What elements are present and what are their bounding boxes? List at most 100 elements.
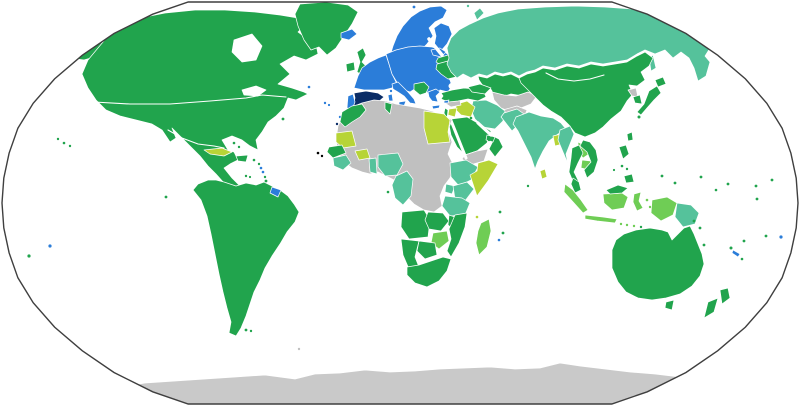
region-pacific-island bbox=[754, 184, 758, 188]
region-novaya-zemlya bbox=[473, 7, 485, 21]
region-ireland bbox=[345, 61, 356, 73]
region-falklands bbox=[244, 328, 248, 332]
region-aleutians bbox=[117, 62, 119, 64]
region-sardinia bbox=[387, 93, 394, 102]
region-cape-verde bbox=[316, 151, 320, 155]
region-franz-josef-land bbox=[466, 4, 470, 8]
region-corsica bbox=[389, 89, 393, 93]
region-sao-tome bbox=[386, 190, 390, 194]
region-japan-honshu bbox=[636, 85, 662, 116]
region-japan-hokkaido bbox=[654, 76, 667, 88]
region-togo-benin bbox=[368, 157, 378, 175]
region-svalbard bbox=[412, 5, 416, 9]
region-indonesia-moluccas bbox=[648, 205, 652, 209]
region-comoros bbox=[475, 215, 479, 219]
region-italy bbox=[391, 81, 417, 105]
region-new-zealand-north bbox=[719, 287, 731, 305]
region-australia bbox=[611, 225, 705, 301]
region-martinique bbox=[261, 170, 265, 174]
region-pacific-island bbox=[699, 175, 703, 179]
region-cyprus bbox=[443, 99, 450, 104]
us-mexico-border bbox=[167, 129, 225, 149]
region-reunion bbox=[497, 238, 501, 242]
region-south-korea bbox=[632, 94, 643, 105]
region-greenland bbox=[294, 2, 359, 56]
region-azores bbox=[327, 103, 331, 107]
region-pacific-island bbox=[742, 239, 746, 243]
region-fiji bbox=[729, 246, 733, 250]
region-lesser-antilles bbox=[257, 162, 261, 166]
region-caucasus bbox=[467, 83, 492, 95]
region-madagascar bbox=[475, 218, 492, 256]
region-central-asia bbox=[491, 91, 538, 113]
region-indonesia-moluccas bbox=[645, 198, 649, 202]
red-sea bbox=[448, 116, 468, 160]
persian-gulf bbox=[476, 121, 493, 137]
region-bermuda bbox=[281, 117, 285, 121]
region-east-timor bbox=[639, 225, 643, 229]
region-indonesia-lesser-sunda bbox=[619, 222, 623, 226]
region-solomon bbox=[698, 226, 702, 230]
region-qatar bbox=[487, 138, 491, 142]
region-cuba bbox=[203, 147, 233, 157]
region-hawaii bbox=[68, 144, 72, 148]
region-botswana bbox=[416, 240, 438, 260]
region-greece bbox=[427, 88, 441, 103]
region-philippines-visayas bbox=[620, 164, 624, 168]
region-angola bbox=[400, 209, 431, 240]
region-guadeloupe bbox=[259, 166, 263, 170]
region-solomon bbox=[692, 219, 696, 223]
region-french-polynesia bbox=[779, 235, 783, 239]
us-canada-border bbox=[93, 94, 287, 105]
region-india bbox=[512, 111, 567, 170]
region-tonga bbox=[740, 257, 744, 261]
region-nigeria bbox=[377, 152, 404, 177]
region-russia bbox=[446, 5, 723, 82]
region-indonesia-sumatra bbox=[563, 183, 589, 214]
region-mauritius bbox=[501, 231, 505, 235]
great-lakes bbox=[241, 85, 267, 97]
region-mauritania bbox=[335, 130, 357, 149]
region-mozambique bbox=[446, 212, 468, 258]
region-guinea bbox=[332, 154, 352, 171]
region-iceland bbox=[340, 28, 358, 41]
region-south-africa bbox=[406, 256, 452, 288]
region-indonesia-lesser-sunda bbox=[625, 223, 629, 227]
region-malaysia-peninsula bbox=[570, 177, 582, 194]
region-cape-verde bbox=[320, 154, 324, 158]
region-ethiopia bbox=[449, 159, 479, 187]
region-falklands bbox=[249, 329, 253, 333]
region-maldives bbox=[526, 184, 530, 188]
region-philippines-palawan bbox=[612, 168, 616, 172]
region-new-caledonia bbox=[731, 249, 741, 258]
region-thailand bbox=[568, 144, 584, 185]
region-dutch-caribbean bbox=[248, 175, 252, 179]
region-dutch-caribbean bbox=[244, 174, 248, 178]
region-china-mongolia bbox=[518, 51, 654, 138]
region-new-zealand-south bbox=[703, 297, 719, 319]
region-zambia bbox=[424, 211, 450, 232]
region-taiwan bbox=[626, 131, 634, 142]
region-philippines-mindanao bbox=[623, 173, 635, 184]
region-cameroon-congo bbox=[391, 170, 414, 206]
region-pacific-island bbox=[755, 197, 759, 201]
region-myanmar bbox=[557, 125, 575, 165]
region-saint-pierre bbox=[307, 85, 311, 89]
region-canary-islands bbox=[335, 122, 339, 126]
mongolia-border bbox=[545, 72, 605, 82]
region-western-balkans bbox=[413, 81, 430, 96]
region-jordan bbox=[447, 107, 458, 118]
region-galapagos bbox=[164, 195, 168, 199]
region-puerto-rico bbox=[252, 158, 256, 162]
hudson-bay bbox=[231, 33, 263, 63]
region-iran bbox=[470, 99, 506, 130]
region-bahamas bbox=[232, 141, 236, 145]
region-jamaica bbox=[217, 159, 221, 163]
region-morocco bbox=[339, 103, 367, 128]
region-indonesia-java bbox=[584, 214, 618, 224]
region-philippines-luzon bbox=[618, 144, 630, 160]
baltic-sea bbox=[427, 37, 444, 57]
region-somalia bbox=[469, 159, 499, 197]
